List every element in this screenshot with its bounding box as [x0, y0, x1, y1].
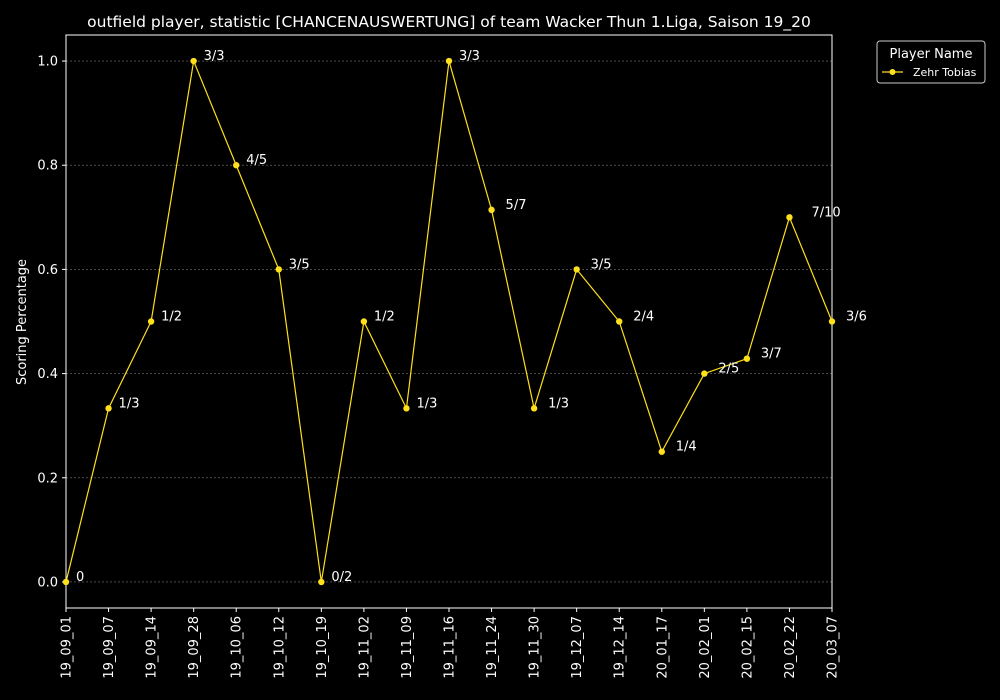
data-point-16: [743, 355, 751, 362]
data-point-1: [105, 405, 112, 412]
y-tick-label-3: 0.6: [37, 263, 58, 278]
legend: Player Name Zehr Tobias: [876, 40, 986, 84]
x-tick-label-10: 19_11_24: [485, 616, 500, 679]
data-point-17: [786, 214, 793, 221]
x-tick-label-3: 19_09_28: [187, 616, 202, 679]
y-tick-label-2: 0.4: [37, 367, 58, 382]
data-point-8: [403, 405, 410, 412]
data-point-0: [62, 578, 70, 586]
legend-box: [876, 40, 986, 84]
data-label-1: 1/3: [119, 396, 140, 411]
x-tick-label-8: 19_11_09: [400, 616, 415, 679]
data-label-0: 0: [76, 570, 84, 585]
legend-entry-label: Zehr Tobias: [913, 66, 977, 79]
x-tick-label-9: 19_11_16: [443, 616, 458, 679]
data-label-17: 7/10: [811, 205, 840, 220]
data-point-3: [190, 57, 197, 65]
x-tick-label-15: 20_02_01: [698, 616, 713, 679]
data-label-4: 4/5: [246, 153, 267, 168]
x-tick-label-7: 19_11_02: [357, 616, 372, 679]
x-tick-label-1: 19_09_07: [102, 616, 117, 679]
data-label-14: 1/4: [676, 440, 697, 455]
x-tick-label-5: 19_10_12: [272, 616, 287, 679]
axes: 0.0 0.2 0.4 0.6 0.8 1.0 19_09_01 19_09_07 19_09_…: [37, 34, 841, 679]
y-tick-label-0: 0.0: [37, 575, 58, 590]
x-tick-label-13: 19_12_14: [613, 616, 628, 679]
data-label-18: 3/6: [846, 310, 867, 325]
data-label-16: 3/7: [761, 347, 782, 362]
data-point-4: [233, 162, 240, 169]
x-tick-label-16: 20_02_15: [740, 616, 755, 679]
data-label-7: 1/2: [374, 310, 395, 325]
data-point-6: [318, 578, 325, 586]
data-point-5: [275, 266, 282, 273]
data-point-10: [488, 206, 495, 214]
data-label-10: 5/7: [506, 198, 527, 213]
legend-title: Player Name: [890, 47, 973, 62]
data-point-7: [360, 318, 368, 325]
chart-title: outfield player, statistic [CHANCENAUSWE…: [87, 13, 811, 32]
data-point-11: [530, 405, 538, 412]
data-label-5: 3/5: [289, 257, 310, 272]
x-tick-label-12: 19_12_07: [570, 616, 585, 679]
data-label-12: 3/5: [591, 257, 612, 272]
data-label-9: 3/3: [459, 49, 480, 64]
x-tick-label-14: 20_01_17: [655, 616, 670, 679]
series-layer: 0 1/3 1/2 3/3 4/5 3/5 0/2 1/2 1/3 3/3 5/7 1/3 3/5 2/4…: [62, 49, 867, 586]
x-tick-label-4: 19_10_06: [230, 616, 245, 679]
data-label-8: 1/3: [416, 396, 437, 411]
data-label-15: 2/5: [718, 362, 739, 377]
data-label-3: 3/3: [204, 49, 225, 64]
data-point-18: [828, 318, 836, 325]
data-point-2: [147, 318, 155, 325]
data-label-6: 0/2: [331, 570, 352, 585]
x-tick-label-6: 19_10_19: [315, 616, 330, 679]
data-label-13: 2/4: [633, 310, 654, 325]
x-tick-label-18: 20_03_07: [826, 616, 841, 679]
x-tick-label-17: 20_02_22: [783, 616, 798, 679]
x-tick-label-0: 19_09_01: [60, 616, 75, 679]
x-tick-label-2: 19_09_14: [145, 616, 160, 679]
legend-point-marker: [889, 69, 896, 75]
data-point-15: [701, 370, 708, 377]
data-point-14: [658, 448, 665, 455]
y-tick-label-5: 1.0: [37, 55, 58, 70]
data-label-11: 1/3: [548, 396, 569, 411]
data-point-12: [573, 266, 580, 273]
y-tick-label-4: 0.8: [37, 159, 58, 174]
data-point-13: [616, 318, 623, 325]
y-tick-label-1: 0.2: [37, 471, 58, 486]
data-point-9: [445, 57, 453, 65]
data-label-2: 1/2: [161, 310, 182, 325]
x-tick-label-11: 19_11_30: [528, 616, 543, 679]
y-axis-label: Scoring Percentage: [15, 259, 30, 385]
